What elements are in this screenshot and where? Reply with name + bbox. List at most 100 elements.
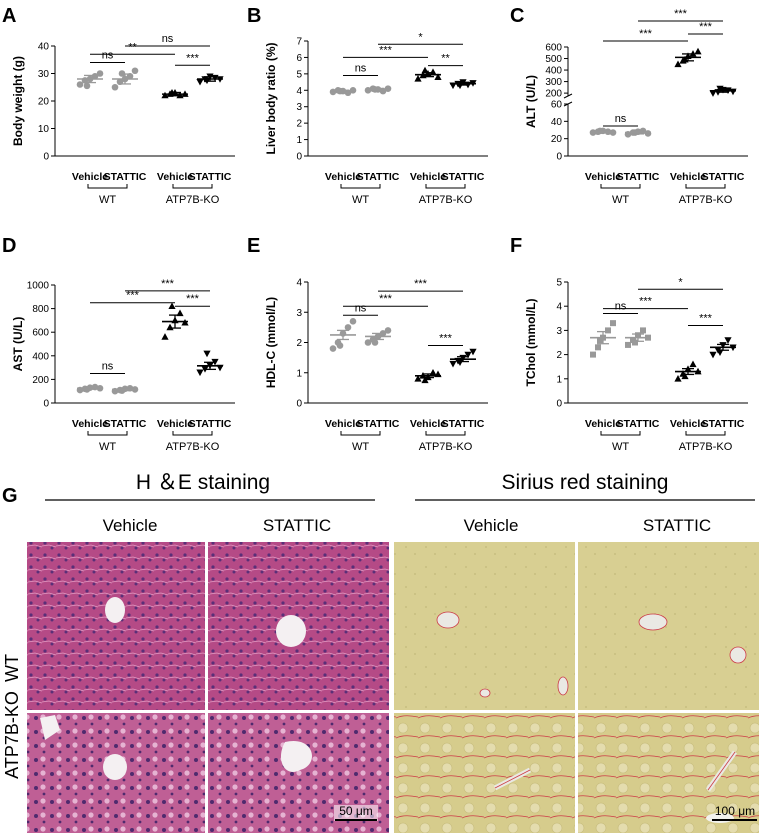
y-axis-label: Body weight (g)	[11, 56, 25, 146]
y-axis-label: HDL-C (mmol/L)	[264, 297, 278, 388]
y-tick-label: 400	[32, 351, 49, 362]
data-point	[329, 345, 337, 352]
y-tick-label: 20	[38, 97, 50, 108]
data-point	[421, 376, 429, 384]
y-axis-label: ALT (U/L)	[524, 75, 538, 128]
panel-letter-g: G	[2, 485, 18, 507]
y-tick-label: 3	[296, 308, 302, 319]
y-tick-label: 7	[296, 37, 302, 48]
data-point	[681, 372, 689, 380]
data-point	[364, 86, 372, 94]
significance-label: ***	[186, 52, 200, 64]
data-point	[729, 88, 737, 96]
y-tick-label: 1	[296, 135, 302, 146]
significance-label: ***	[639, 28, 653, 40]
sirius-staining-title: Sirius red staining	[502, 471, 669, 494]
y-tick-label: 1000	[27, 281, 50, 292]
data-point	[131, 67, 139, 75]
data-point	[344, 324, 352, 331]
data-point	[429, 68, 437, 76]
panel-letter-a: A	[2, 5, 16, 27]
data-point	[674, 60, 682, 68]
micrograph-he-wt-vehicle	[27, 542, 205, 710]
group-label: WT	[612, 441, 629, 453]
data-point	[161, 333, 169, 340]
x-category-label: STATTIC	[442, 418, 485, 430]
y-tick-label: 20	[551, 134, 563, 145]
x-category-label: STATTIC	[357, 171, 400, 183]
data-point	[590, 351, 596, 358]
significance-label: ns	[162, 33, 174, 45]
group-label: ATP7B-KO	[419, 194, 473, 206]
y-tick-label: 40	[38, 42, 50, 53]
significance-label: ***	[379, 293, 393, 305]
y-tick-label: 0	[43, 399, 49, 410]
data-point	[329, 88, 337, 96]
significance-label: ***	[186, 293, 200, 305]
y-tick-label: 2	[556, 350, 562, 361]
y-tick-label: 6	[296, 53, 302, 64]
data-point	[414, 74, 422, 82]
y-tick-label: 500	[545, 54, 562, 65]
data-point	[349, 318, 357, 325]
column-label-sirius-stattic: STATTIC	[643, 516, 711, 535]
data-point	[76, 81, 84, 88]
data-point	[434, 73, 442, 80]
y-tick-label: 3	[556, 326, 562, 337]
x-category-label: STATTIC	[702, 418, 745, 430]
y-tick-label: 5	[296, 69, 302, 80]
y-axis-label: AST (U/L)	[11, 317, 25, 372]
data-point	[605, 327, 611, 334]
axis-break-mark	[563, 93, 573, 99]
data-point	[644, 130, 652, 137]
x-category-label: STATTIC	[104, 171, 147, 183]
x-category-label: Vehicle	[157, 418, 193, 430]
group-bracket	[685, 184, 726, 189]
group-bracket	[600, 184, 641, 189]
data-point	[674, 375, 682, 382]
group-bracket	[172, 184, 213, 189]
x-category-label: STATTIC	[617, 171, 660, 183]
data-point	[632, 339, 638, 346]
data-point	[595, 344, 601, 351]
y-tick-label: 300	[545, 77, 562, 88]
micrograph-sirius-wt-stattic	[578, 542, 759, 710]
data-point	[196, 369, 204, 377]
data-point	[384, 327, 392, 334]
scale-bar-he-label: 50 μm	[339, 804, 373, 818]
panel-letter-e: E	[247, 235, 260, 257]
significance-label: ***	[674, 8, 688, 20]
y-axis-label: Liver body ratio (%)	[264, 42, 278, 154]
group-label: ATP7B-KO	[166, 441, 220, 453]
y-tick-label: 4	[296, 278, 302, 289]
micrograph-he-ko-vehicle	[27, 713, 205, 833]
x-category-label: Vehicle	[410, 418, 446, 430]
group-bracket	[340, 184, 381, 189]
x-category-label: STATTIC	[189, 418, 232, 430]
x-category-label: Vehicle	[72, 171, 108, 183]
x-category-label: Vehicle	[157, 171, 193, 183]
x-category-label: Vehicle	[72, 418, 108, 430]
x-category-label: STATTIC	[189, 171, 232, 183]
data-point	[469, 348, 477, 356]
significance-label: *	[678, 276, 683, 288]
y-tick-label: 600	[545, 43, 562, 54]
data-point	[609, 129, 617, 136]
data-point	[689, 360, 697, 368]
group-bracket	[685, 431, 726, 436]
panel-letter-b: B	[247, 5, 261, 27]
group-bracket	[87, 184, 128, 189]
data-point	[449, 360, 457, 368]
data-point	[414, 375, 422, 382]
he-staining-title: H ＆E staining	[136, 471, 270, 494]
y-tick-label: 10	[38, 124, 50, 135]
significance-label: ***	[699, 21, 713, 33]
group-bracket	[600, 431, 641, 436]
column-label-he-vehicle: Vehicle	[103, 516, 158, 535]
group-label: WT	[99, 441, 116, 453]
data-point	[166, 323, 174, 331]
data-point	[610, 320, 616, 327]
